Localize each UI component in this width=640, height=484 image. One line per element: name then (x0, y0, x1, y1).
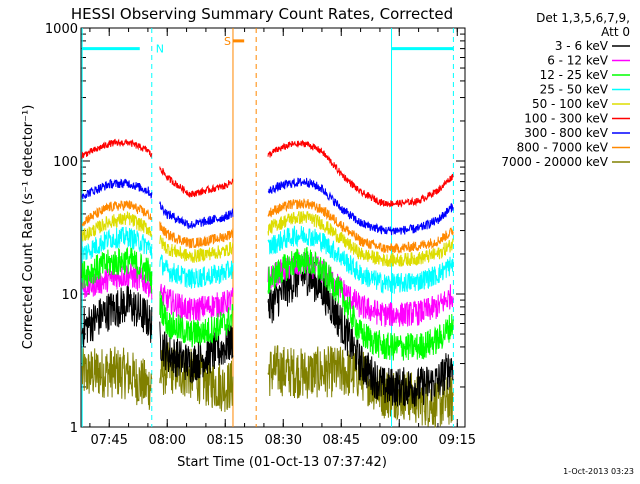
series-line-800-7000keV (81, 198, 454, 254)
generation-timestamp: 1-Oct-2013 03:23 (563, 467, 634, 476)
y-axis-label: Corrected Count Rate (s⁻¹ detector⁻¹) (21, 105, 36, 350)
x-tick-label: 08:15 (207, 433, 244, 448)
night-label: N (156, 43, 164, 56)
y-tick-label: 1000 (45, 22, 78, 37)
y-tick-label: 1 (70, 421, 78, 436)
legend-entry-label: 300 - 800 keV (524, 126, 608, 140)
legend-entry-label: 50 - 100 keV (532, 97, 609, 111)
series-line-12-25keV (81, 246, 454, 361)
legend-header-attenuator: Att 0 (601, 25, 630, 39)
x-tick-label: 08:45 (323, 433, 360, 448)
series-line-25-50keV (81, 225, 454, 294)
x-tick-label: 09:15 (439, 433, 476, 448)
legend-entry-label: 6 - 12 keV (547, 54, 609, 68)
legend-entry-label: 25 - 50 keV (540, 83, 609, 97)
series-line-300-800keV (81, 177, 454, 236)
legend-entry-label: 7000 - 20000 keV (501, 155, 608, 169)
legend-entry-label: 100 - 300 keV (524, 112, 608, 126)
x-tick-label: 09:00 (381, 433, 418, 448)
x-tick-label: 08:30 (265, 433, 302, 448)
x-tick-label: 08:00 (149, 433, 186, 448)
series-line-100-300keV (81, 138, 454, 208)
legend-entry-label: 12 - 25 keV (540, 68, 609, 82)
x-axis-label: Start Time (01-Oct-13 07:37:42) (177, 455, 387, 470)
legend-header-detectors: Det 1,3,5,6,7,9, (536, 11, 630, 25)
chart-title: HESSI Observing Summary Count Rates, Cor… (71, 5, 453, 23)
saa-label: S (224, 35, 231, 48)
x-tick-label: 07:45 (90, 433, 127, 448)
y-tick-label: 100 (53, 155, 78, 170)
series-line-50-100keV (81, 210, 454, 268)
legend-entry-label: 800 - 7000 keV (517, 141, 609, 155)
y-tick-label: 10 (61, 288, 78, 303)
plot-frame (80, 27, 466, 428)
legend-entry-label: 3 - 6 keV (555, 39, 609, 53)
